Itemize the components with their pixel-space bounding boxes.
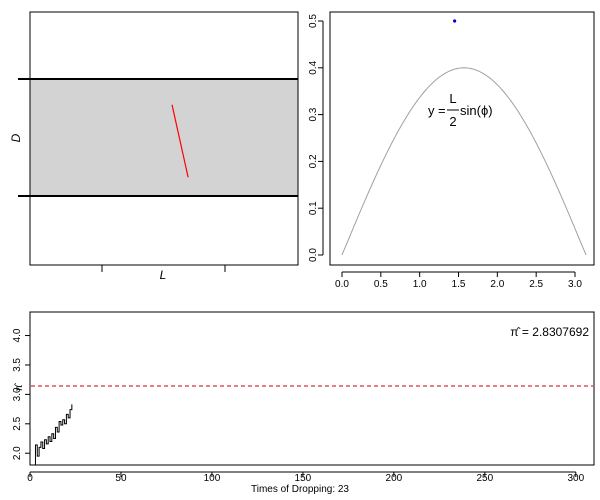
pi-y-tick-label: 2.0	[12, 446, 23, 460]
pi-axes: 0 50 100 150 200 250 300 2.0 2.5 3.0 3.5 4.0	[12, 328, 585, 484]
pi-x-tick-label: 100	[204, 473, 221, 484]
sine-frame	[329, 11, 595, 266]
sine-x-tick-label: 1.0	[413, 279, 427, 290]
sine-x-tick-label: 0.5	[374, 279, 388, 290]
pi-y-tick-label: 3.0	[12, 387, 23, 401]
pi-estimate-step-line	[34, 404, 73, 465]
sine-y-tick-label: 0.5	[308, 14, 319, 28]
annotation-numerator: L	[449, 91, 456, 106]
board-frame	[29, 11, 299, 266]
annotation-denominator: 2	[449, 114, 456, 129]
sine-panel: 0.0 0.5 1.0 1.5 2.0 2.5 3.00.00.10.20.30.40.5 …	[308, 11, 595, 290]
sine-x-tick-label: 2.0	[490, 279, 504, 290]
annotation-equals: =	[438, 103, 446, 118]
sine-y-tick-label: 0.2	[308, 154, 319, 168]
pi-y-tick-label: 2.5	[12, 416, 23, 430]
sine-x-tick-label: 1.5	[452, 279, 466, 290]
pi-y-tick-label: 3.5	[12, 358, 23, 372]
pi-x-tick-label: 150	[295, 473, 312, 484]
sine-point	[453, 19, 457, 23]
pi-estimate-panel: 0 50 100 150 200 250 300 2.0 2.5 3.0 3.5 4.0 Times …	[12, 311, 595, 495]
pi-x-tick-label: 50	[115, 473, 127, 484]
pi-x-axis-label: Times of Dropping: 23	[251, 484, 349, 495]
pi-x-tick-label: 0	[27, 473, 33, 484]
needle-board-panel: L D	[9, 11, 299, 282]
annotation-lhs: y	[428, 103, 435, 118]
pi-y-tick-label: 4.0	[12, 328, 23, 342]
pi-estimate-label: π̂ = 2.8307692	[510, 325, 589, 339]
sine-curve	[341, 67, 587, 256]
sine-y-tick-label: 0.0	[308, 248, 319, 262]
pi-x-tick-label: 200	[386, 473, 403, 484]
sine-y-tick-label: 0.3	[308, 107, 319, 121]
y-axis-label: D	[9, 133, 23, 142]
pi-x-tick-label: 250	[476, 473, 493, 484]
sine-annotation: y = L 2 sin(ϕ)	[428, 91, 493, 129]
pi-y-axis-label: π̂	[13, 383, 25, 392]
annotation-function: sin(ϕ)	[460, 103, 493, 118]
sine-x-tick-label: 0.0	[335, 279, 349, 290]
sine-y-tick-label: 0.1	[308, 201, 319, 215]
board-band	[30, 79, 298, 196]
sine-axes: 0.0 0.5 1.0 1.5 2.0 2.5 3.0 0.0 0.1 0.2 0.3 0.4 0.5	[308, 14, 582, 290]
needle	[171, 104, 189, 178]
sine-x-tick-label: 2.5	[529, 279, 543, 290]
sine-y-tick-label: 0.4	[308, 60, 319, 74]
sine-x-tick-label: 3.0	[568, 279, 582, 290]
pi-x-tick-label: 300	[567, 473, 584, 484]
x-axis-label: L	[160, 268, 167, 282]
